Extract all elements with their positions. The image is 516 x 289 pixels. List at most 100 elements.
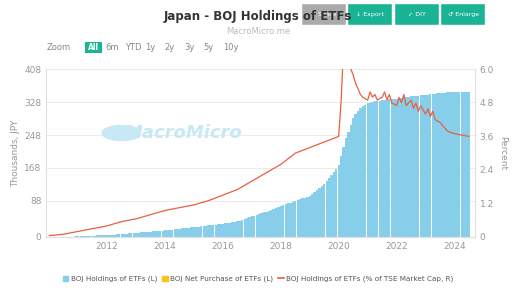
Bar — [320, 186, 323, 237]
Bar — [287, 203, 289, 237]
Bar — [304, 198, 306, 237]
Bar — [268, 211, 270, 237]
Bar — [284, 204, 287, 237]
Bar — [125, 234, 127, 237]
Bar — [183, 228, 186, 237]
Bar — [306, 197, 309, 237]
Bar — [241, 220, 244, 237]
Bar — [311, 194, 313, 237]
Bar — [386, 100, 388, 237]
Bar — [118, 234, 120, 237]
Bar — [72, 236, 75, 237]
Text: ↺ Enlarge: ↺ Enlarge — [447, 12, 479, 17]
Bar — [301, 198, 304, 237]
Text: 10y: 10y — [223, 43, 239, 52]
Bar — [111, 235, 113, 237]
Text: 3y: 3y — [184, 43, 195, 52]
Bar — [350, 125, 352, 237]
Bar — [116, 234, 118, 237]
Bar — [415, 96, 417, 237]
Text: MacroMicro.me: MacroMicro.me — [226, 27, 290, 36]
Bar — [253, 216, 255, 237]
Bar — [313, 192, 316, 237]
Bar — [121, 234, 123, 237]
Bar — [364, 105, 366, 237]
Bar — [444, 93, 446, 237]
Bar — [104, 235, 106, 237]
Bar — [82, 236, 84, 237]
Bar — [417, 96, 420, 237]
Bar — [347, 131, 349, 237]
Bar — [130, 233, 133, 237]
Bar — [251, 216, 253, 237]
Text: YTD: YTD — [125, 43, 142, 52]
Bar — [333, 172, 335, 237]
Bar — [294, 201, 297, 237]
Bar — [424, 95, 427, 237]
Bar — [157, 231, 159, 237]
Text: ✓ DIY: ✓ DIY — [408, 12, 426, 17]
Bar — [217, 224, 219, 237]
Bar — [398, 98, 400, 237]
Bar — [152, 231, 154, 237]
Bar — [299, 199, 301, 237]
Bar — [330, 175, 333, 237]
Bar — [200, 226, 202, 237]
Bar — [210, 225, 212, 237]
Bar — [412, 96, 415, 237]
Bar — [135, 233, 137, 237]
Bar — [372, 102, 374, 237]
Bar — [205, 226, 207, 237]
Bar — [186, 228, 188, 237]
Bar — [195, 227, 198, 237]
Bar — [179, 229, 181, 237]
Bar — [448, 92, 451, 237]
Bar — [258, 214, 260, 237]
Y-axis label: Thousands, JPY: Thousands, JPY — [11, 119, 20, 187]
Bar — [388, 99, 391, 237]
Bar — [277, 207, 280, 237]
Bar — [468, 92, 470, 237]
Bar — [383, 100, 385, 237]
Bar — [427, 95, 429, 237]
Bar — [137, 233, 140, 237]
Bar — [140, 232, 142, 237]
Bar — [446, 92, 448, 237]
Bar — [420, 95, 422, 237]
Bar — [147, 232, 149, 237]
Bar — [316, 190, 318, 237]
Bar — [232, 222, 234, 237]
Bar — [162, 231, 164, 237]
Bar — [123, 234, 125, 237]
Bar — [188, 228, 190, 237]
Bar — [154, 231, 156, 237]
Bar — [381, 100, 383, 237]
Bar — [244, 219, 246, 237]
Bar — [150, 232, 152, 237]
Bar — [106, 235, 108, 237]
Bar — [405, 97, 407, 237]
Bar — [99, 235, 101, 237]
Bar — [270, 210, 272, 237]
Bar — [181, 229, 183, 237]
Bar — [222, 224, 224, 237]
Bar — [282, 205, 284, 237]
Bar — [75, 236, 77, 237]
Bar — [89, 236, 91, 237]
Bar — [352, 118, 354, 237]
Bar — [96, 236, 99, 237]
Bar — [142, 232, 144, 237]
Text: ↑ Share: ↑ Share — [311, 12, 336, 17]
Text: 1y: 1y — [145, 43, 155, 52]
Bar — [272, 209, 275, 237]
Bar — [224, 223, 227, 237]
Bar — [337, 165, 340, 237]
Bar — [207, 225, 209, 237]
Bar — [236, 221, 238, 237]
Bar — [408, 97, 410, 237]
Bar — [345, 138, 347, 237]
Legend: BOJ Holdings of ETFs (L), BOJ Net Purchase of ETFs (L), BOJ Holdings of ETFs (% : BOJ Holdings of ETFs (L), BOJ Net Purcha… — [60, 273, 456, 286]
Bar — [431, 94, 434, 237]
Bar — [343, 147, 345, 237]
Bar — [318, 188, 320, 237]
